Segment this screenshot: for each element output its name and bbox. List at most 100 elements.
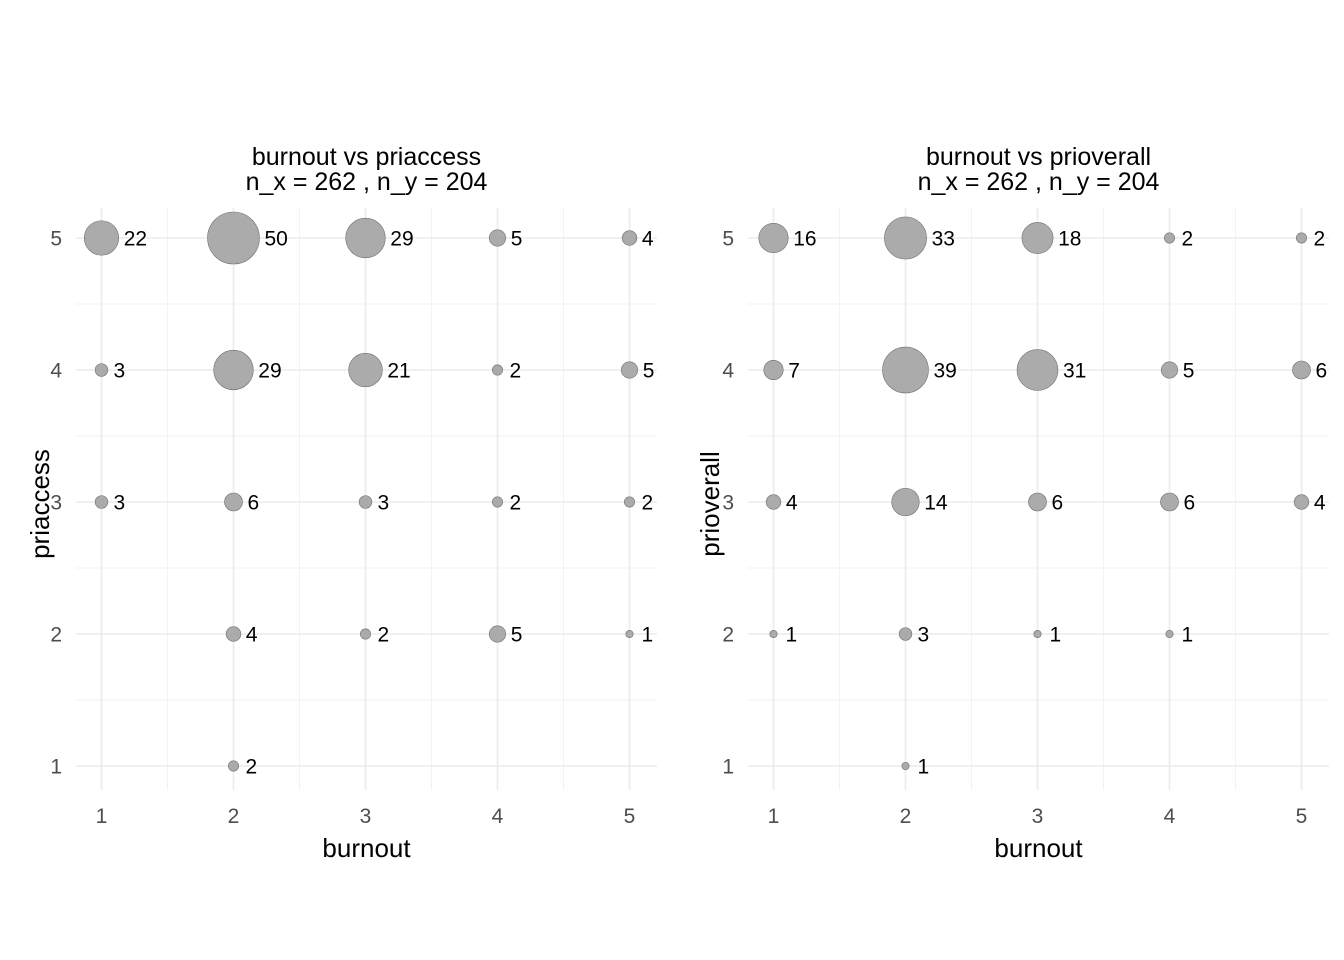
bubble-point xyxy=(94,363,109,377)
x-tick-label: 4 xyxy=(1164,805,1176,828)
bubble-point xyxy=(769,630,778,638)
bubble-point xyxy=(621,230,638,246)
bubble-point xyxy=(882,346,929,394)
bubble-point xyxy=(348,352,383,388)
bubble-count-label: 5 xyxy=(1183,359,1195,382)
bubble-count-label: 21 xyxy=(387,359,410,382)
bubble-point xyxy=(1033,630,1042,638)
y-axis-label: priaccess xyxy=(25,449,55,559)
bubble-point xyxy=(358,495,373,509)
bubble-point xyxy=(620,361,639,379)
bubble-count-label: 6 xyxy=(1316,359,1328,382)
bubble-count-label: 16 xyxy=(793,227,816,250)
chart-subtitle: n_x = 262 , n_y = 204 xyxy=(918,168,1160,196)
bubble-count-label: 4 xyxy=(642,227,654,250)
y-axis-label: prioverall xyxy=(695,451,725,557)
bubble-count-label: 5 xyxy=(511,227,523,250)
bubble-count-label: 1 xyxy=(642,623,654,646)
bubble-point xyxy=(758,222,789,254)
bubble-point xyxy=(625,630,634,638)
bubble-count-label: 6 xyxy=(1052,491,1064,514)
bubble-count-label: 18 xyxy=(1058,227,1081,250)
bubble-count-label: 3 xyxy=(918,623,930,646)
bubble-count-label: 2 xyxy=(1314,227,1326,250)
bubble-point xyxy=(1292,360,1311,380)
bubble-point xyxy=(83,220,120,256)
y-tick-label: 2 xyxy=(722,623,734,646)
bubble-count-label: 1 xyxy=(1050,623,1062,646)
bubble-count-label: 33 xyxy=(932,227,955,250)
x-tick-label: 5 xyxy=(1296,805,1308,828)
bubble-point xyxy=(1165,630,1174,638)
bubble-count-label: 2 xyxy=(1182,227,1194,250)
y-tick-label: 1 xyxy=(50,755,62,778)
y-tick-label: 4 xyxy=(722,359,734,382)
bubble-count-label: 31 xyxy=(1063,359,1086,382)
bubble-point xyxy=(488,625,507,643)
bubble-count-label: 29 xyxy=(390,227,413,250)
y-tick-label: 3 xyxy=(50,491,62,514)
bubble-count-label: 4 xyxy=(786,491,798,514)
bubble-point xyxy=(884,216,927,260)
bubble-point xyxy=(225,626,242,642)
bubble-point xyxy=(898,627,913,641)
bubble-point xyxy=(1016,349,1059,391)
y-tick-label: 4 xyxy=(50,359,62,382)
x-tick-label: 2 xyxy=(228,805,240,828)
x-tick-label: 2 xyxy=(900,805,912,828)
bubble-count-label: 2 xyxy=(378,623,390,646)
bubble-count-label: 1 xyxy=(1182,623,1194,646)
y-tick-label: 5 xyxy=(722,227,734,250)
x-tick-label: 3 xyxy=(360,805,372,828)
bubble-point xyxy=(213,349,254,391)
bubble-point xyxy=(224,492,243,512)
bubble-count-label: 4 xyxy=(1314,491,1326,514)
chart-subtitle: n_x = 262 , n_y = 204 xyxy=(246,168,488,196)
bubble-count-label: 7 xyxy=(788,359,800,382)
chart-panel-priaccess: burnout vs priaccess n_x = 262 , n_y = 2… xyxy=(25,143,657,863)
bubble-count-label: 6 xyxy=(248,491,260,514)
bubble-count-label: 2 xyxy=(246,755,258,778)
x-tick-label: 1 xyxy=(768,805,780,828)
bubble-point xyxy=(1021,222,1054,254)
bubble-point xyxy=(1296,232,1308,244)
bubble-count-label: 2 xyxy=(510,491,522,514)
bubble-count-label: 22 xyxy=(124,227,147,250)
x-axis-label: burnout xyxy=(322,833,411,863)
bubble-point xyxy=(901,762,910,770)
bubble-count-label: 2 xyxy=(642,491,654,514)
bubble-point xyxy=(345,217,386,259)
bubble-point xyxy=(623,496,635,508)
y-tick-label: 3 xyxy=(722,491,734,514)
y-tick-label: 5 xyxy=(50,227,62,250)
x-tick-label: 3 xyxy=(1032,805,1044,828)
x-tick-label: 4 xyxy=(492,805,504,828)
bubble-point xyxy=(1160,492,1179,512)
bubble-count-label: 50 xyxy=(265,227,288,250)
bubble-point xyxy=(763,359,784,381)
bubble-point xyxy=(891,487,920,517)
x-axis-label: burnout xyxy=(994,833,1083,863)
bubble-point xyxy=(488,229,507,247)
bubble-count-label: 29 xyxy=(258,359,281,382)
bubble-count-label: 2 xyxy=(510,359,522,382)
bubble-count-label: 3 xyxy=(114,491,126,514)
y-tick-label: 2 xyxy=(50,623,62,646)
bubble-point xyxy=(228,760,240,772)
chart-title: burnout vs prioverall xyxy=(926,143,1151,171)
bubble-point xyxy=(207,211,260,265)
x-tick-label: 1 xyxy=(96,805,108,828)
bubble-point xyxy=(1160,361,1179,379)
bubble-point xyxy=(94,495,109,509)
bubble-count-label: 1 xyxy=(918,755,930,778)
bubble-point xyxy=(1028,492,1047,512)
bubble-point xyxy=(1293,494,1310,510)
bubble-count-label: 39 xyxy=(933,359,956,382)
bubble-point xyxy=(491,364,503,376)
bubble-count-label: 6 xyxy=(1184,491,1196,514)
y-tick-label: 1 xyxy=(722,755,734,778)
bubble-count-label: 5 xyxy=(643,359,655,382)
chart-panel-prioverall: burnout vs prioverall n_x = 262 , n_y = … xyxy=(695,143,1329,863)
